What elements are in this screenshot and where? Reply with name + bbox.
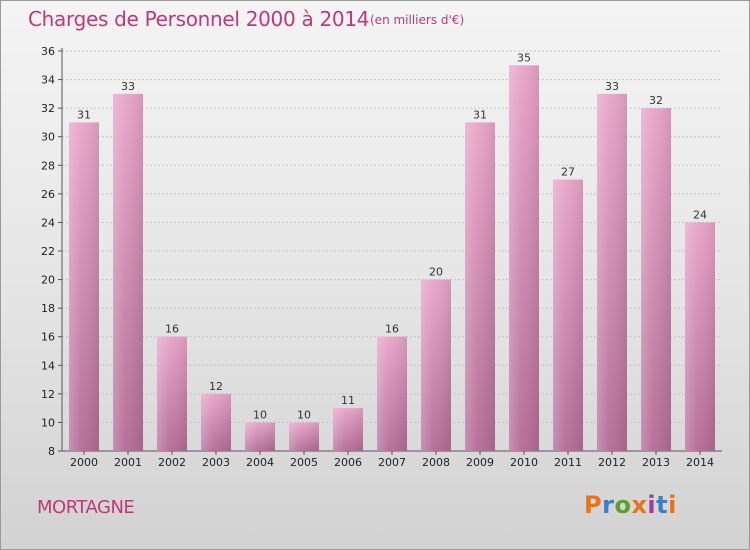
brand-letter: t — [656, 491, 669, 519]
data-label: 33 — [605, 80, 619, 93]
y-tick-label: 26 — [41, 188, 55, 201]
chart-subtitle: (en milliers d'€) — [370, 13, 465, 27]
brand-logo: Proxiti — [584, 491, 677, 519]
x-tick-label: 2007 — [378, 456, 406, 469]
x-tick-label: 2002 — [158, 456, 186, 469]
bar-shade — [289, 422, 319, 451]
data-label: 32 — [649, 94, 663, 107]
x-tick-label: 2010 — [510, 456, 538, 469]
y-tick-label: 20 — [41, 274, 55, 287]
x-tick-label: 2000 — [70, 456, 98, 469]
brand-letter: i — [647, 491, 657, 519]
x-tick-label: 2011 — [554, 456, 582, 469]
x-tick-label: 2006 — [334, 456, 362, 469]
data-label: 20 — [429, 266, 443, 279]
bars — [69, 65, 715, 452]
data-label: 10 — [253, 408, 267, 421]
y-tick-label: 28 — [41, 159, 55, 172]
bar-shade — [641, 108, 671, 452]
data-label: 33 — [121, 80, 135, 93]
y-tick-label: 12 — [41, 388, 55, 401]
chart-title: Charges de Personnel 2000 à 2014 — [28, 7, 370, 31]
data-label: 31 — [77, 108, 91, 121]
bar-shade — [113, 93, 143, 451]
bar-shade — [69, 122, 99, 451]
bar-shade — [157, 336, 187, 451]
y-tick-label: 34 — [41, 74, 55, 87]
y-tick-label: 36 — [41, 45, 55, 58]
data-label: 11 — [341, 394, 355, 407]
brand-letter: P — [584, 491, 603, 519]
y-tick-label: 10 — [41, 416, 55, 429]
y-tick-label: 18 — [41, 302, 55, 315]
brand-letter: i — [668, 491, 677, 519]
bar-shade — [465, 122, 495, 451]
y-tick-label: 30 — [41, 131, 55, 144]
x-tick-label: 2013 — [642, 456, 670, 469]
y-tick-label: 14 — [41, 359, 55, 372]
bar-shade — [597, 93, 627, 451]
y-tick-label: 16 — [41, 331, 55, 344]
brand-letter: x — [631, 491, 648, 519]
bar-shade — [509, 65, 539, 452]
y-tick-label: 8 — [48, 445, 55, 458]
data-label: 27 — [561, 166, 575, 179]
y-tick-label: 24 — [41, 216, 55, 229]
data-label: 31 — [473, 108, 487, 121]
x-tick-label: 2014 — [686, 456, 714, 469]
data-label: 16 — [165, 323, 179, 336]
x-tick-label: 2005 — [290, 456, 318, 469]
x-tick-label: 2008 — [422, 456, 450, 469]
data-label: 10 — [297, 408, 311, 421]
data-label: 24 — [693, 208, 707, 221]
x-tick-label: 2012 — [598, 456, 626, 469]
data-label: 16 — [385, 323, 399, 336]
x-tick-label: 2004 — [246, 456, 274, 469]
bar-shade — [201, 393, 231, 451]
labels: 8 10 12 14 16 18 20 22 24 26 28 30 32 34 36 31 2000 33 200… — [41, 45, 714, 469]
x-tick-label: 2001 — [114, 456, 142, 469]
data-label: 12 — [209, 380, 223, 393]
x-tick-label: 2009 — [466, 456, 494, 469]
brand-letter: o — [614, 491, 632, 519]
bar-shade — [685, 222, 715, 451]
bar-shade — [553, 179, 583, 452]
bar-shade — [333, 408, 363, 451]
brand-letter: r — [602, 491, 615, 519]
x-tick-label: 2003 — [202, 456, 230, 469]
bar-shade — [245, 422, 275, 451]
bar-shade — [421, 279, 451, 451]
bar-shade — [377, 336, 407, 451]
y-tick-label: 22 — [41, 245, 55, 258]
data-label: 35 — [517, 51, 531, 64]
location-label: MORTAGNE — [37, 497, 135, 518]
y-tick-label: 32 — [41, 102, 55, 115]
